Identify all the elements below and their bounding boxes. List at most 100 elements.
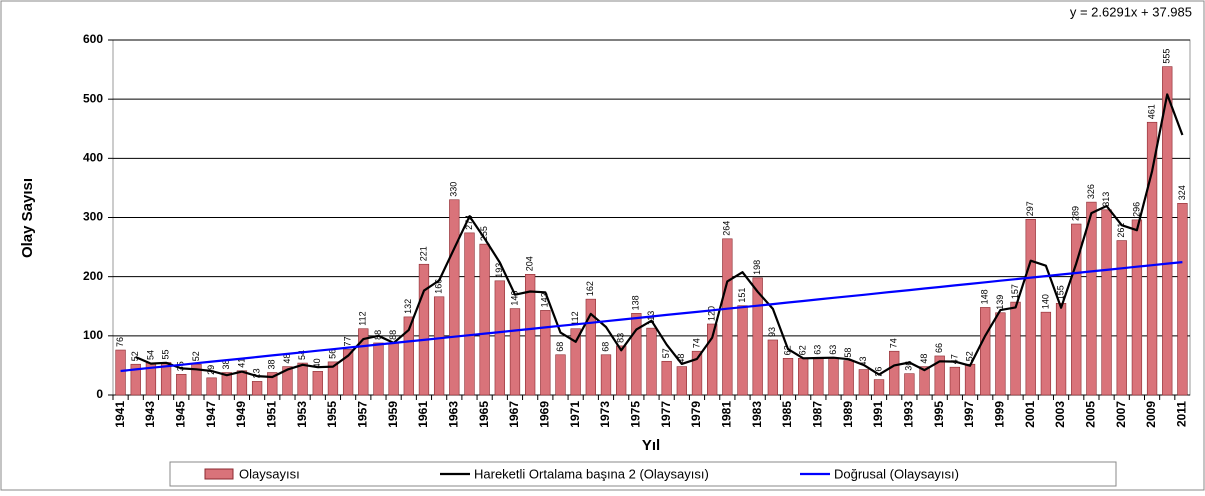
x-tick-label: 1945 bbox=[173, 401, 187, 428]
bar-value-label: 68 bbox=[555, 342, 565, 352]
bar bbox=[464, 232, 475, 396]
x-tick-label: 1949 bbox=[234, 401, 248, 428]
bar-value-label: 63 bbox=[828, 345, 838, 355]
bar-value-label: 297 bbox=[1025, 201, 1035, 216]
x-tick-label: 1987 bbox=[811, 401, 825, 428]
x-tick-label: 1977 bbox=[659, 401, 673, 428]
bar bbox=[752, 277, 763, 396]
x-tick-label: 1971 bbox=[568, 401, 582, 428]
bar-value-label: 48 bbox=[676, 354, 686, 364]
bar bbox=[782, 358, 794, 396]
bar bbox=[358, 328, 369, 396]
x-tick-label: 1993 bbox=[902, 401, 916, 428]
bar bbox=[540, 310, 551, 396]
bar bbox=[616, 345, 627, 396]
bar-value-label: 58 bbox=[843, 348, 853, 358]
bar-value-label: 54 bbox=[145, 350, 155, 360]
bar-value-label: 193 bbox=[494, 263, 504, 278]
bar bbox=[479, 243, 490, 396]
bar-value-label: 555 bbox=[1162, 49, 1172, 64]
bar-value-label: 139 bbox=[995, 295, 1005, 310]
bar-value-label: 56 bbox=[327, 349, 337, 359]
y-tick-label: 300 bbox=[83, 210, 103, 224]
x-tick-label: 1975 bbox=[629, 401, 643, 428]
bar-value-label: 63 bbox=[813, 345, 823, 355]
bar-value-label: 326 bbox=[1086, 184, 1096, 199]
bar-value-label: 43 bbox=[858, 357, 868, 367]
bar bbox=[722, 238, 733, 396]
x-tick-label: 1957 bbox=[355, 401, 369, 428]
bar bbox=[403, 316, 414, 396]
y-tick-label: 100 bbox=[83, 328, 103, 342]
bar bbox=[904, 373, 915, 396]
series-line bbox=[120, 261, 1183, 373]
bar bbox=[1071, 223, 1082, 396]
bar bbox=[828, 357, 839, 396]
bar bbox=[676, 366, 687, 396]
bar bbox=[919, 366, 930, 396]
bar-value-label: 113 bbox=[646, 311, 656, 325]
bar-value-label: 138 bbox=[631, 295, 641, 310]
legend-label: Olaysayısı bbox=[239, 466, 300, 481]
x-tick-label: 1947 bbox=[204, 401, 218, 428]
bar bbox=[267, 372, 278, 396]
bar bbox=[707, 323, 718, 396]
bar-value-label: 62 bbox=[782, 345, 792, 355]
bar bbox=[433, 296, 445, 396]
bar-value-label: 151 bbox=[737, 288, 747, 303]
bar bbox=[176, 373, 187, 396]
bar-value-label: 155 bbox=[1055, 285, 1065, 300]
bar-value-label: 52 bbox=[130, 351, 140, 361]
bar bbox=[843, 360, 854, 396]
bar bbox=[115, 349, 126, 396]
bar bbox=[251, 381, 263, 396]
bar bbox=[388, 342, 399, 396]
y-tick-label: 600 bbox=[83, 32, 103, 46]
bar-value-label: 461 bbox=[1146, 104, 1156, 119]
bar-value-label: 157 bbox=[1010, 284, 1020, 299]
x-tick-label: 1965 bbox=[477, 401, 491, 428]
x-tick-label: 2001 bbox=[1023, 401, 1037, 428]
bar bbox=[494, 280, 505, 396]
bar-value-label: 198 bbox=[752, 260, 762, 275]
bar-value-label: 148 bbox=[980, 289, 990, 304]
bar bbox=[995, 312, 1006, 396]
bar-value-label: 83 bbox=[616, 333, 626, 343]
bar-value-label: 264 bbox=[722, 221, 732, 236]
bar-value-label: 204 bbox=[525, 256, 535, 271]
bar bbox=[964, 363, 976, 396]
x-tick-label: 1979 bbox=[689, 401, 703, 428]
x-tick-label: 1967 bbox=[507, 401, 521, 428]
bar-value-label: 41 bbox=[236, 358, 246, 368]
bar-value-label: 74 bbox=[691, 338, 701, 348]
bar bbox=[600, 354, 612, 396]
bar bbox=[312, 371, 323, 396]
bar bbox=[858, 369, 870, 396]
x-tick-label: 1991 bbox=[871, 401, 885, 428]
bar bbox=[691, 350, 703, 396]
x-tick-label: 1973 bbox=[598, 401, 612, 428]
bar-value-label: 68 bbox=[600, 342, 610, 352]
bar bbox=[1086, 201, 1097, 396]
bar-value-label: 120 bbox=[707, 306, 717, 321]
bar bbox=[570, 328, 581, 396]
x-axis-title: Yıl bbox=[642, 437, 660, 454]
bar bbox=[1177, 203, 1188, 396]
x-tick-label: 1983 bbox=[750, 401, 764, 428]
bar bbox=[373, 342, 384, 396]
bar-value-label: 48 bbox=[919, 354, 929, 364]
x-tick-label: 2003 bbox=[1053, 401, 1067, 428]
bar-value-label: 23 bbox=[251, 368, 261, 378]
bar-value-label: 93 bbox=[767, 327, 777, 337]
bar-value-label: 140 bbox=[1040, 294, 1050, 309]
bar-value-label: 66 bbox=[934, 343, 944, 353]
x-tick-label: 1985 bbox=[780, 401, 794, 428]
bar-value-label: 36 bbox=[904, 361, 914, 371]
bar-value-label: 40 bbox=[312, 358, 322, 368]
x-tick-label: 2007 bbox=[1114, 401, 1128, 428]
bar bbox=[1101, 209, 1112, 396]
bar bbox=[585, 298, 596, 396]
y-tick-label: 400 bbox=[83, 151, 103, 165]
bar bbox=[1116, 240, 1127, 396]
bar-value-label: 55 bbox=[160, 349, 170, 359]
